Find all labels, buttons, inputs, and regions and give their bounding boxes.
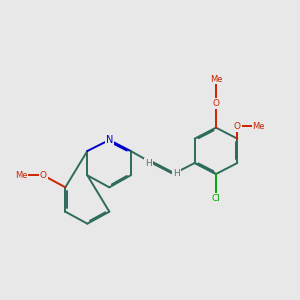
Text: H: H (145, 158, 152, 167)
Text: O: O (40, 171, 47, 180)
Text: H: H (173, 169, 180, 178)
Text: N: N (106, 135, 113, 145)
Text: Me: Me (210, 74, 222, 83)
Text: O: O (234, 122, 241, 131)
Text: O: O (212, 99, 220, 108)
Text: Me: Me (252, 122, 265, 131)
Text: Cl: Cl (212, 194, 220, 203)
Text: Me: Me (15, 171, 28, 180)
